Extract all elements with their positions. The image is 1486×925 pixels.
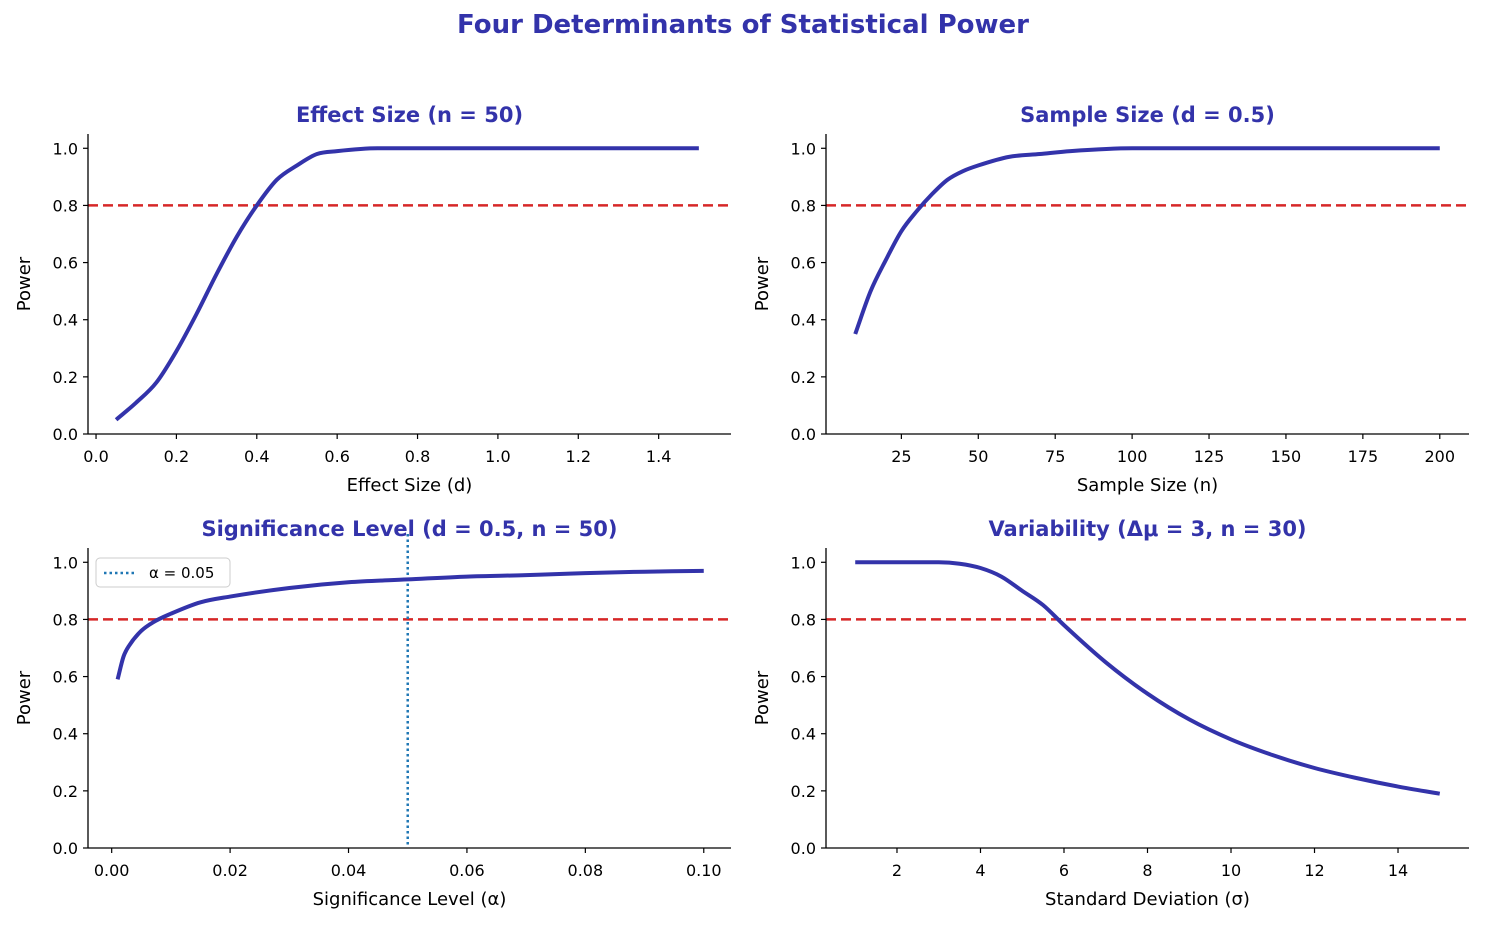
x-tick-label: 0.06: [449, 861, 485, 880]
y-tick-label: 0.2: [53, 782, 78, 801]
x-tick-label: 0.6: [324, 447, 349, 466]
x-tick-label: 14: [1388, 861, 1408, 880]
x-tick-label: 75: [1045, 447, 1065, 466]
y-tick-label: 0.0: [791, 425, 816, 444]
y-tick-label: 0.6: [53, 668, 78, 687]
legend-box: [95, 557, 231, 588]
y-tick-label: 0.6: [791, 668, 816, 687]
subplot-title: Effect Size (n = 50): [296, 103, 523, 127]
figure-title: Four Determinants of Statistical Power: [457, 10, 1029, 40]
power-curve: [855, 560, 1441, 796]
subplot-title: Significance Level (d = 0.5, n = 50): [201, 517, 617, 541]
x-axis-label: Significance Level (α): [313, 889, 507, 910]
subplot-4: Variability (Δμ = 3, n = 30) 2 4 6 8 10 12 14 0.…: [752, 517, 1469, 910]
x-tick-label: 0.10: [686, 861, 722, 880]
x-axis-label: Standard Deviation (σ): [1045, 889, 1250, 910]
subplot-2: Sample Size (d = 0.5) 25 50 75 100 125 150 175 2…: [752, 103, 1469, 496]
legend-entry: α = 0.05: [149, 564, 214, 582]
x-tick-label: 0.8: [405, 447, 430, 466]
y-tick-label: 0.4: [53, 725, 78, 744]
y-tick-label: 0.6: [53, 254, 78, 273]
y-tick-label: 0.0: [791, 839, 816, 858]
x-tick-label: 175: [1348, 447, 1379, 466]
y-tick-label: 0.0: [53, 839, 78, 858]
x-tick-label: 100: [1117, 447, 1148, 466]
x-tick-label: 12: [1304, 861, 1324, 880]
x-tick-label: 25: [891, 447, 911, 466]
x-axis-label: Sample Size (n): [1077, 475, 1218, 496]
legend: α = 0.05: [95, 557, 231, 588]
y-tick-label: 0.8: [791, 610, 816, 629]
x-tick-label: 0.08: [568, 861, 604, 880]
x-tick-label: 0.04: [331, 861, 367, 880]
power-curve: [114, 146, 699, 422]
y-tick-label: 1.0: [791, 553, 816, 572]
y-axis-label: Power: [14, 256, 35, 311]
y-tick-label: 0.6: [791, 254, 816, 273]
x-tick-label: 150: [1271, 447, 1302, 466]
x-tick-label: 1.4: [646, 447, 671, 466]
y-tick-label: 1.0: [53, 139, 78, 158]
x-tick-label: 4: [975, 861, 985, 880]
x-tick-label: 0.2: [164, 447, 189, 466]
y-tick-label: 0.4: [791, 311, 816, 330]
subplot-title: Variability (Δμ = 3, n = 30): [988, 517, 1306, 541]
x-axis-label: Effect Size (d): [347, 475, 473, 496]
y-tick-label: 0.8: [53, 610, 78, 629]
power-curve: [115, 568, 704, 680]
y-tick-label: 1.0: [53, 553, 78, 572]
y-tick-label: 0.8: [791, 196, 816, 215]
x-tick-label: 200: [1424, 447, 1455, 466]
y-tick-label: 0.4: [791, 725, 816, 744]
x-tick-label: 10: [1221, 861, 1241, 880]
y-tick-label: 0.0: [53, 425, 78, 444]
y-tick-label: 0.2: [53, 368, 78, 387]
y-tick-label: 1.0: [791, 139, 816, 158]
y-axis-label: Power: [752, 256, 773, 311]
power-curve: [853, 146, 1440, 335]
subplot-1: Effect Size (n = 50) 0.0 0.2 0.4 0.6 0.8 1.0 1.…: [14, 103, 731, 496]
x-tick-label: 8: [1142, 861, 1152, 880]
x-tick-label: 0.4: [244, 447, 269, 466]
y-tick-label: 0.2: [791, 368, 816, 387]
y-tick-label: 0.4: [53, 311, 78, 330]
subplot-3: Significance Level (d = 0.5, n = 50)0.00…: [14, 517, 731, 910]
y-tick-label: 0.2: [791, 782, 816, 801]
y-tick-label: 0.8: [53, 196, 78, 215]
x-tick-label: 50: [968, 447, 988, 466]
y-axis-label: Power: [14, 670, 35, 725]
x-tick-label: 1.2: [566, 447, 591, 466]
x-tick-label: 125: [1194, 447, 1225, 466]
x-tick-label: 6: [1059, 861, 1069, 880]
x-tick-label: 0.00: [94, 861, 130, 880]
y-axis-label: Power: [752, 670, 773, 725]
x-tick-label: 2: [892, 861, 902, 880]
subplot-title: Sample Size (d = 0.5): [1020, 103, 1275, 127]
x-tick-label: 0.0: [83, 447, 108, 466]
x-tick-label: 0.02: [212, 861, 248, 880]
x-tick-label: 1.0: [485, 447, 510, 466]
